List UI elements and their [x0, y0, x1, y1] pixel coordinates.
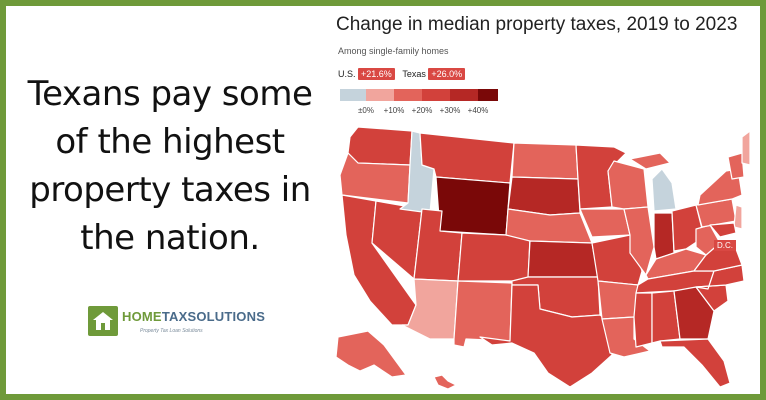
logo-wordmark: HOMETAXSOLUTIONS — [122, 309, 265, 324]
state-mississippi — [633, 292, 653, 348]
dc-badge: D.C. — [714, 240, 736, 251]
state-new-jersey — [733, 204, 743, 230]
state-arkansas — [597, 280, 639, 320]
scale-tick-30: +30% — [439, 106, 461, 115]
us-choropleth-map — [335, 126, 750, 390]
state-colorado — [457, 232, 531, 282]
headline: Texans pay some of the highest property … — [10, 70, 330, 262]
state-florida — [659, 338, 731, 388]
map-title: Change in median property taxes, 2019 to… — [336, 14, 738, 35]
scale-tick-0: ±0% — [358, 106, 374, 115]
state-georgia — [673, 286, 715, 340]
headline-line-3: property taxes in — [29, 170, 311, 210]
state-washington — [347, 126, 413, 166]
scale-swatch-40-plus — [478, 89, 498, 101]
map-subtitle: Among single-family homes — [338, 46, 449, 56]
state-michigan-up — [629, 152, 671, 170]
logo-wordmark-taxsolutions: TAXSOLUTIONS — [161, 309, 266, 324]
state-texas — [479, 284, 613, 388]
state-maryland — [709, 222, 737, 238]
state-south-dakota — [507, 176, 581, 216]
logo-tagline: Property Tax Loan Solutions — [140, 328, 203, 334]
logo-wordmark-home: HOME — [122, 309, 162, 324]
us-value-badge: +21.6% — [358, 68, 395, 80]
state-new-york — [697, 168, 743, 206]
state-montana — [419, 132, 515, 184]
texas-value-badge: +26.0% — [428, 68, 466, 80]
scale-tick-20: +20% — [411, 106, 433, 115]
summary-stats: U.S. +21.6% Texas +26.0% — [338, 68, 466, 82]
state-michigan — [651, 168, 677, 212]
company-logo: HOMETAXSOLUTIONS Property Tax Loan Solut… — [88, 306, 268, 340]
scale-swatch-10-20 — [394, 89, 422, 101]
state-kansas — [527, 240, 599, 278]
texas-label: Texas — [402, 69, 426, 79]
scale-tick-40: +40% — [467, 106, 489, 115]
scale-swatch-0-10 — [366, 89, 394, 101]
state-maine — [741, 130, 750, 166]
scale-tick-10: +10% — [383, 106, 405, 115]
state-north-dakota — [511, 142, 579, 180]
state-vermont-nh — [727, 152, 745, 180]
house-icon — [88, 306, 118, 336]
headline-line-2: of the highest — [55, 122, 285, 162]
scale-swatch-30-40 — [450, 89, 478, 101]
us-label: U.S. — [338, 69, 356, 79]
state-wyoming — [435, 176, 511, 236]
headline-line-4: the nation. — [80, 218, 260, 258]
scale-swatch-20-30 — [422, 89, 450, 101]
headline-line-1: Texans pay some — [27, 74, 313, 114]
state-indiana — [653, 212, 675, 260]
state-hawaii — [433, 374, 457, 390]
state-alaska — [335, 330, 407, 378]
scale-swatch-negative — [340, 89, 366, 101]
state-wisconsin — [607, 160, 649, 210]
